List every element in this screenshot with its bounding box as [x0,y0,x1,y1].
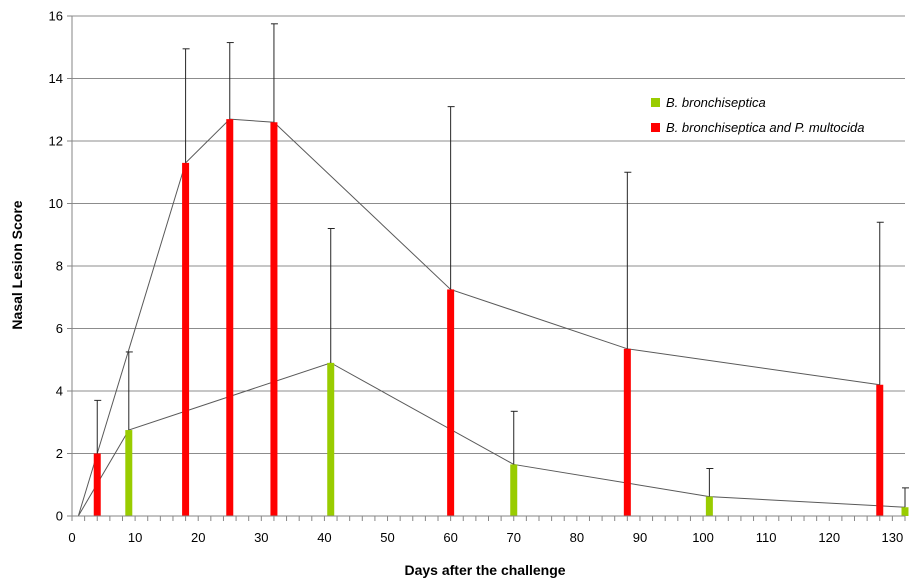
gridlines [72,15,905,454]
bar [182,162,190,516]
axes [67,15,906,521]
bar [901,507,909,516]
bar [623,348,631,516]
x-tick-label: 0 [68,530,75,545]
bar [327,362,335,516]
legend-swatch [651,98,660,107]
x-tick-label: 50 [380,530,394,545]
bars [93,119,909,516]
x-tick-label: 20 [191,530,205,545]
legend: B. bronchiseptica B. bronchiseptica and P… [651,95,865,135]
x-tick-label: 110 [756,530,777,545]
y-tick-label: 0 [56,509,63,524]
x-tick-label: 30 [254,530,268,545]
trend-line-series-1 [77,362,906,517]
y-tick-label: 2 [56,446,63,461]
x-tick-label: 120 [818,530,840,545]
bar [270,122,278,516]
bar [510,464,518,516]
y-tick-label: 14 [49,71,63,86]
x-axis-title: Days after the challenge [404,562,565,578]
legend-label: B. bronchiseptica [666,95,766,110]
y-tick-label: 8 [56,259,63,274]
x-tick-label: 60 [443,530,457,545]
error-bars [94,23,909,508]
y-tick-labels: 0 2 4 6 8 10 12 14 16 [49,9,63,524]
bar [876,384,884,516]
x-tick-label: 70 [507,530,521,545]
bar [93,453,101,516]
x-tick-label: 100 [692,530,714,545]
bar [125,430,133,516]
bar [447,289,455,516]
x-tick-label: 10 [128,530,142,545]
y-tick-label: 4 [56,384,63,399]
bar [705,496,713,516]
y-tick-label: 10 [49,196,63,211]
x-tick-label: 40 [317,530,331,545]
trend-line-series-2 [77,118,880,517]
x-tick-labels: 0 10 20 30 40 50 60 70 80 90 100 110 120 130 [68,530,903,545]
y-tick-label: 12 [49,134,63,149]
x-tick-label: 90 [633,530,647,545]
legend-swatch [651,123,660,132]
y-tick-label: 6 [56,321,63,336]
x-tick-label: 130 [882,530,904,545]
trend-lines [77,118,906,517]
legend-label: B. bronchiseptica and P. multocida [666,120,865,135]
bar [226,119,234,516]
y-axis-title: Nasal Lesion Score [9,200,25,329]
x-tick-label: 80 [570,530,584,545]
y-tick-label: 16 [49,9,63,24]
